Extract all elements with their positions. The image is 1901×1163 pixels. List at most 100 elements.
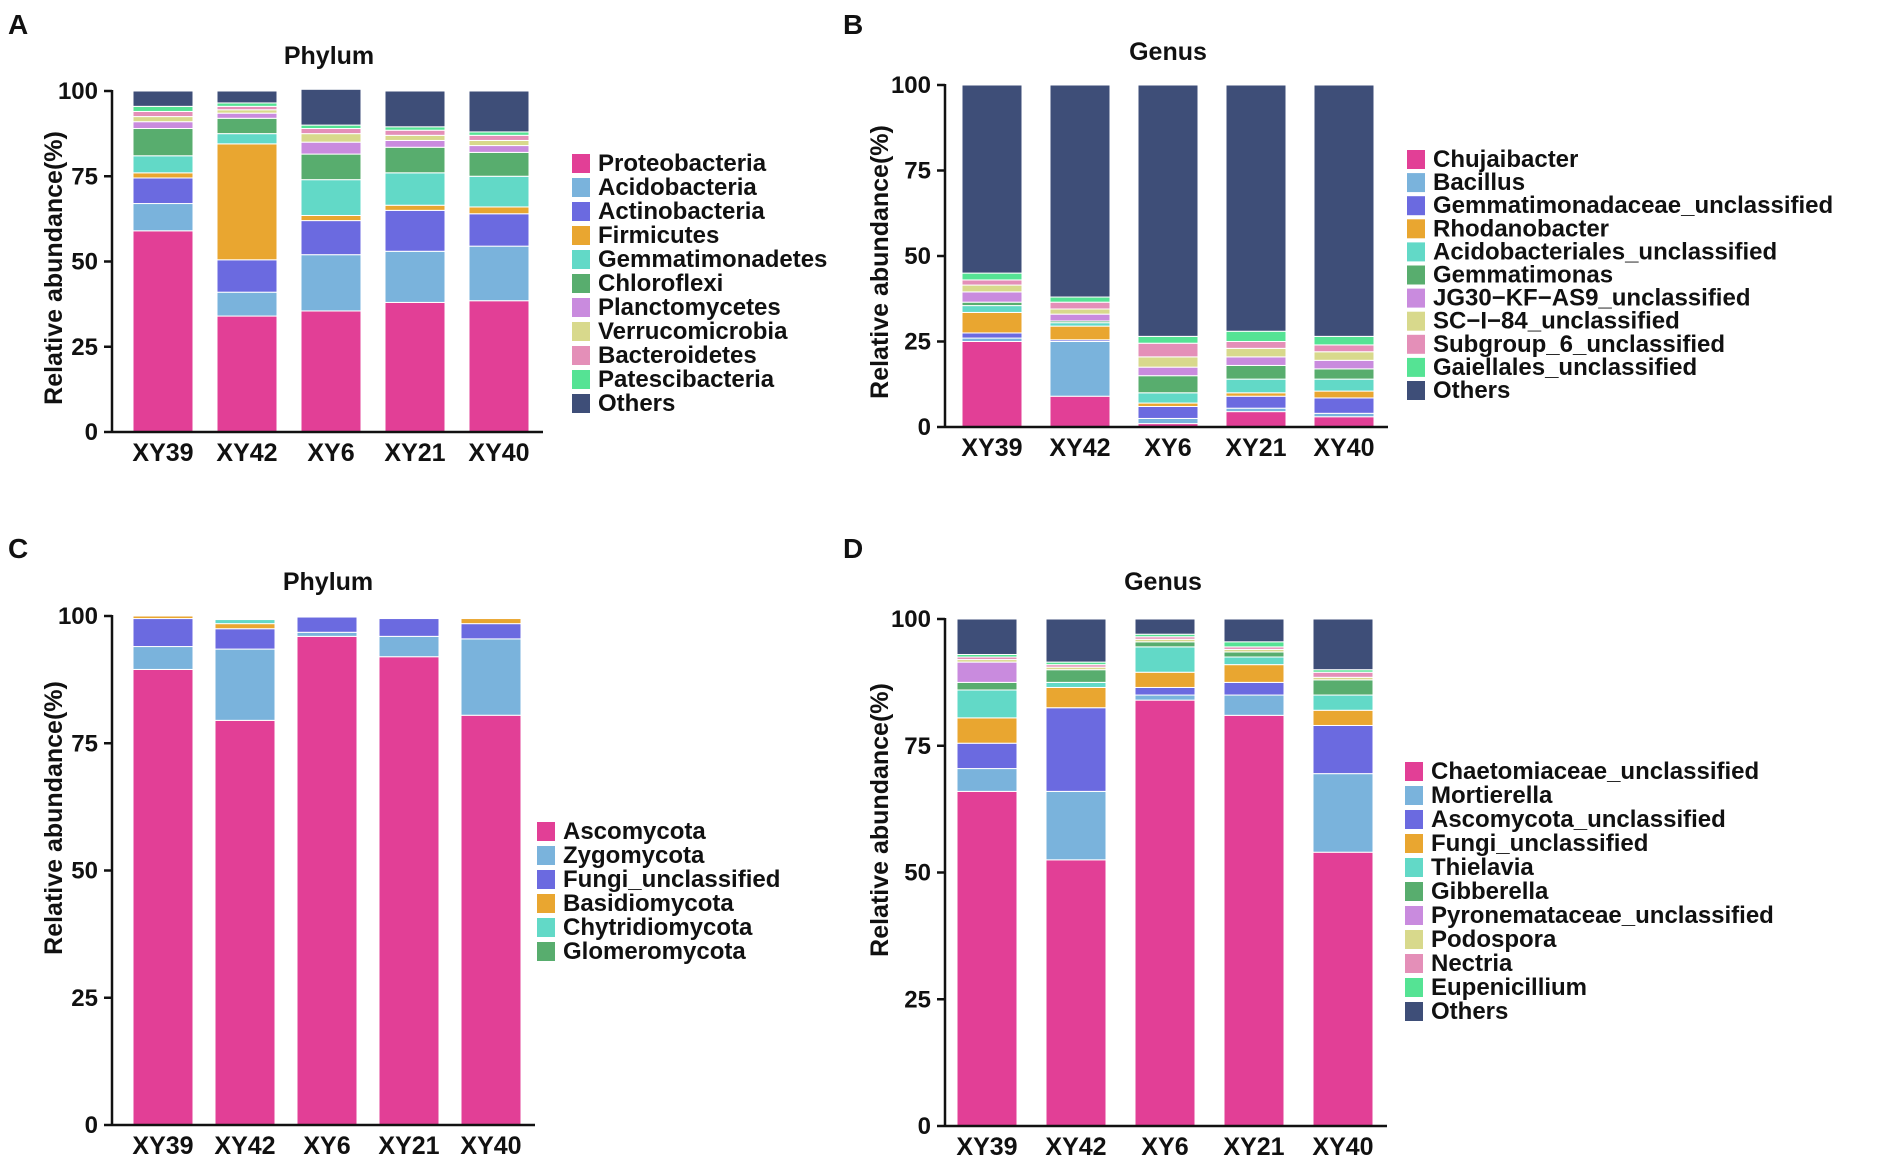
bar-segment-b-xy39-gemmatimonadaceae-unclassified (961, 332, 1023, 339)
bar-segment-c-xy39-fungi-unclassified (132, 618, 194, 648)
y-axis-label-a: Relative abundance(%) (40, 131, 68, 405)
bar-segment-a-xy21-actinobacteria (384, 209, 446, 252)
legend-swatch-d-others (1405, 1002, 1423, 1021)
bar-segment-d-xy21-chaetomiaceae-unclassified (1223, 714, 1285, 1127)
legend-swatch-c-basidiomycota (537, 894, 555, 913)
bar-segment-d-xy42-fungi-unclassified (1045, 686, 1107, 709)
bar-segment-d-xy42-chaetomiaceae-unclassified (1045, 859, 1107, 1127)
x-tick-label-b-xy39: XY39 (961, 434, 1022, 462)
bar-segment-c-xy21-ascomycota (378, 656, 440, 1126)
legend-label-a-verrucomicrobia: Verrucomicrobia (598, 318, 788, 345)
legend-c: AscomycotaZygomycotaFungi_unclassifiedBa… (537, 818, 780, 965)
bar-segment-a-xy21-bacteroidetes (384, 129, 446, 136)
bar-segment-d-xy6-thielavia (1134, 646, 1196, 673)
legend-swatch-b-bacillus (1407, 173, 1425, 193)
bar-segment-c-xy21-zygomycota (378, 635, 440, 658)
legend-swatch-b-rhodanobacter (1407, 219, 1425, 239)
bar-segment-c-xy40-basidiomycota (460, 618, 522, 625)
panel-letter-d: D (843, 533, 863, 564)
legend-swatch-b-subgroup-6-unclassified (1407, 334, 1425, 354)
bar-segment-c-xy40-fungi-unclassified (460, 623, 522, 640)
x-tick-label-b-xy40: XY40 (1313, 434, 1374, 462)
bar-segment-b-xy39-bacillus (961, 337, 1023, 342)
bar-segment-b-xy39-jg30-kf-as9-unclassified (961, 291, 1023, 303)
bar-segment-a-xy40-acidobacteria (468, 245, 530, 302)
bar-segment-c-xy6-fungi-unclassified (296, 616, 358, 633)
bar-segment-c-xy39-ascomycota (132, 668, 194, 1126)
legend-label-d-mortierella: Mortierella (1431, 782, 1553, 809)
panel-letter-a: A (8, 9, 28, 40)
y-tick-label-c-0: 0 (85, 1112, 98, 1139)
legend-label-d-others: Others (1431, 998, 1508, 1025)
legend-swatch-b-chujaibacter (1407, 150, 1425, 169)
bar-segment-d-xy40-others (1312, 618, 1374, 671)
bar-segment-c-xy6-zygomycota (296, 631, 358, 637)
legend-label-a-proteobacteria: Proteobacteria (598, 150, 767, 177)
bar-segment-b-xy21-sc-i-84-unclassified (1225, 347, 1287, 358)
bar-segment-a-xy40-chloroflexi (468, 151, 530, 177)
bar-segment-a-xy21-chloroflexi (384, 146, 446, 174)
plot-area-b: XY39 XY42 XY6 XY21 XY40 0 25 50 75 100 (891, 72, 1388, 462)
bar-segment-b-xy39-others (961, 84, 1023, 274)
bar-segment-b-xy42-rhodanobacter (1049, 325, 1111, 341)
legend-swatch-d-podospora (1405, 930, 1423, 949)
y-tick-label-d-0: 0 (918, 1113, 931, 1140)
bar-segment-d-xy39-thielavia (956, 689, 1018, 719)
bar-segment-a-xy6-bacteroidetes (300, 128, 362, 135)
bar-segment-b-xy40-chujaibacter (1313, 416, 1375, 428)
bar-segment-a-xy6-firmicutes (300, 214, 362, 222)
bar-segment-a-xy6-gemmatimonadetes (300, 179, 362, 216)
legend-label-a-others: Others (598, 390, 675, 417)
y-tick-label-b-100: 100 (891, 72, 931, 99)
x-tick-label-d-xy21: XY21 (1223, 1133, 1284, 1161)
bar-segment-b-xy42-chujaibacter (1049, 395, 1111, 428)
legend-label-b-sc-i-84-unclassified: SC−I−84_unclassified (1433, 308, 1680, 335)
x-tick-label-a-xy6: XY6 (307, 439, 354, 467)
legend-label-c-fungi-unclassified: Fungi_unclassified (563, 866, 780, 893)
chart-title-c: Phylum (283, 568, 373, 596)
bar-segment-b-xy21-gemmatimonadaceae-unclassified (1225, 395, 1287, 409)
bar-segment-a-xy6-verrucomicrobia (300, 133, 362, 143)
x-tick-label-d-xy39: XY39 (956, 1133, 1017, 1161)
bar-segment-a-xy42-planctomycetes (216, 112, 278, 119)
panel-letter-c: C (8, 533, 28, 564)
bar-segment-a-xy39-gemmatimonadetes (132, 155, 194, 174)
x-tick-label-a-xy39: XY39 (132, 439, 193, 467)
bar-segment-b-xy21-jg30-kf-as9-unclassified (1225, 356, 1287, 366)
legend-swatch-d-pyronemataceae-unclassified (1405, 906, 1423, 925)
bar-segment-d-xy21-thielavia (1223, 656, 1285, 666)
plot-area-a: XY39 XY42 XY6 XY21 XY40 0 25 50 75 100 (58, 78, 543, 467)
y-tick-label-a-100: 100 (58, 78, 98, 105)
legend-swatch-a-proteobacteria (572, 154, 590, 173)
legend-label-a-chloroflexi: Chloroflexi (598, 270, 723, 297)
plot-area-c: XY39 XY42 XY6 XY21 XY40 0 25 50 75 100 (58, 603, 535, 1160)
bar-segment-a-xy40-firmicutes (468, 206, 530, 215)
x-tick-label-a-xy21: XY21 (384, 439, 445, 467)
legend-label-c-glomeromycota: Glomeromycota (563, 938, 746, 965)
y-tick-label-a-25: 25 (71, 334, 98, 361)
bar-segment-a-xy6-others (300, 88, 362, 126)
bar-segment-c-xy39-basidiomycota (132, 615, 194, 620)
legend-swatch-a-bacteroidetes (572, 346, 590, 365)
bar-segment-a-xy21-gemmatimonadetes (384, 172, 446, 206)
bar-segment-a-xy42-patescibacteria (216, 102, 278, 107)
legend-swatch-d-chaetomiaceae-unclassified (1405, 762, 1423, 781)
legend-swatch-b-gemmatimonas (1407, 265, 1425, 285)
legend-label-b-subgroup-6-unclassified: Subgroup_6_unclassified (1433, 331, 1725, 358)
bar-segment-d-xy39-fungi-unclassified (956, 717, 1018, 744)
bar-segment-a-xy6-planctomycetes (300, 141, 362, 155)
legend-swatch-d-fungi-unclassified (1405, 834, 1423, 853)
y-tick-label-b-25: 25 (904, 329, 931, 356)
bar-segment-d-xy39-ascomycota-unclassified (956, 742, 1018, 770)
bar-segment-a-xy6-patescibacteria (300, 124, 362, 130)
x-tick-label-c-xy39: XY39 (132, 1132, 193, 1160)
x-tick-label-d-xy42: XY42 (1045, 1133, 1106, 1161)
bar-segment-a-xy21-verrucomicrobia (384, 134, 446, 141)
bar-segment-d-xy6-mortierella (1134, 694, 1196, 701)
bar-segment-b-xy40-acidobacteriales-unclassified (1313, 378, 1375, 392)
legend-swatch-b-acidobacteriales-unclassified (1407, 242, 1425, 262)
legend-label-d-pyronemataceae-unclassified: Pyronemataceae_unclassified (1431, 902, 1774, 929)
y-tick-label-a-0: 0 (85, 419, 98, 446)
bar-segment-c-xy39-zygomycota (132, 646, 194, 670)
y-axis-label-d: Relative abundance(%) (866, 683, 894, 957)
